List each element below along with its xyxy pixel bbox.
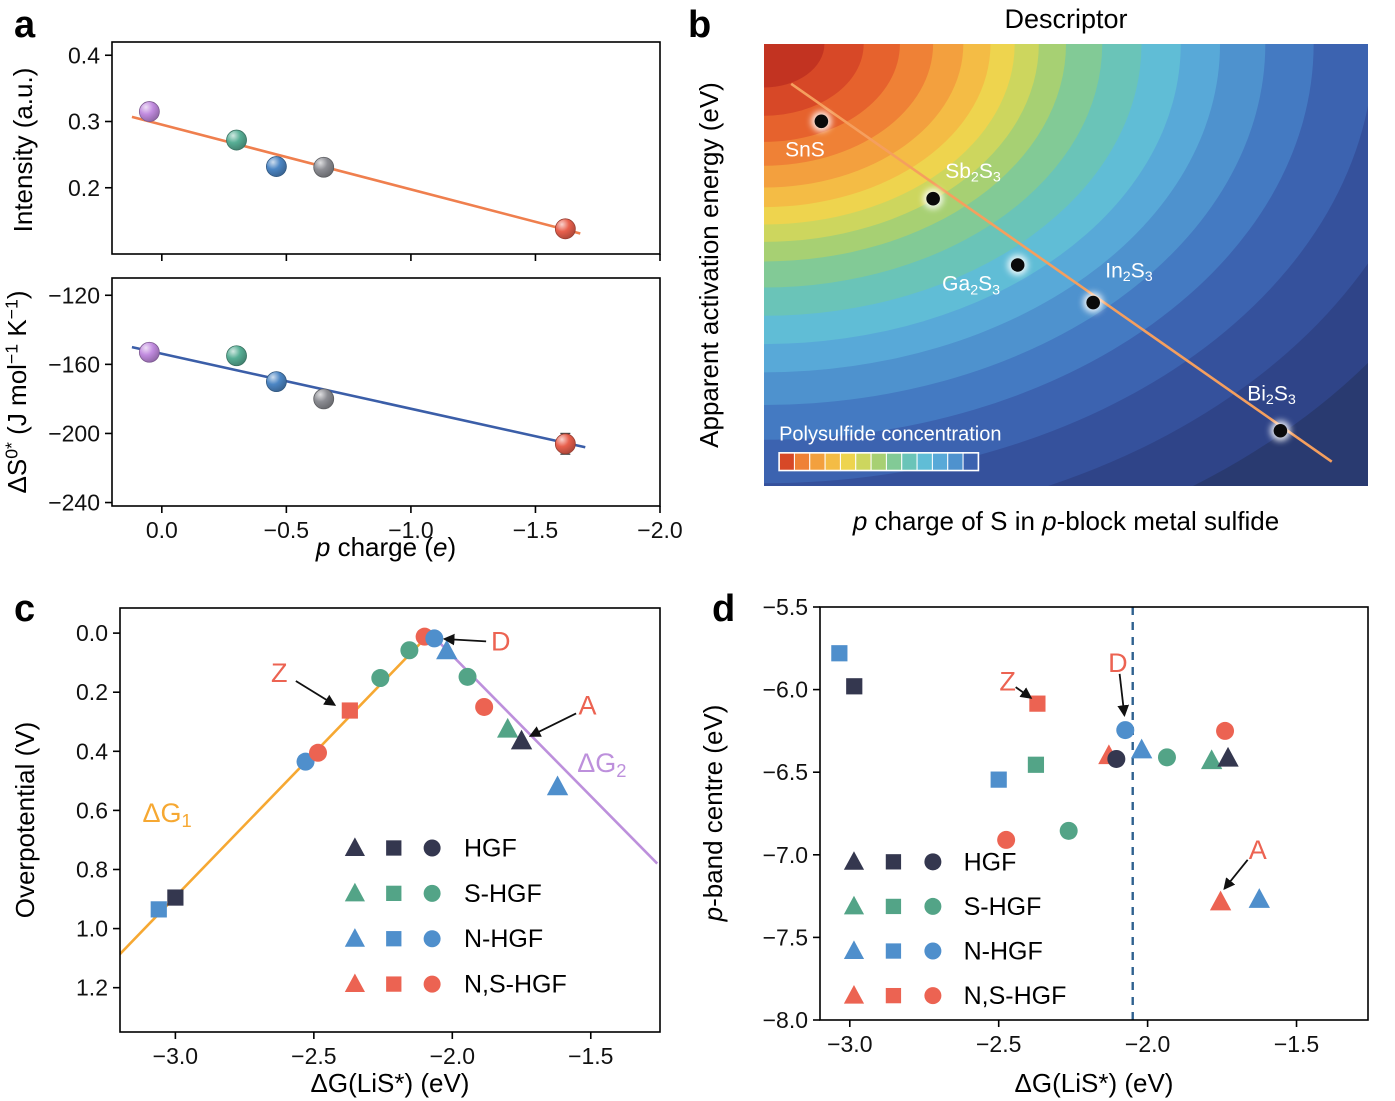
- svg-text:Bi2S3: Bi2S3: [1247, 382, 1296, 408]
- svg-text:−1.0: −1.0: [388, 517, 433, 543]
- svg-text:p charge of S in p-block metal: p charge of S in p-block metal sulfide: [852, 506, 1279, 536]
- d-chart-group: −3.0 −2.5 −2.0 −1.5 −5.5 −6.0 −6.5 −7.0 −7.5 −8.0…: [698, 594, 1369, 1098]
- a_top-plot-lines: [131, 115, 581, 235]
- svg-text:N-HGF: N-HGF: [964, 938, 1043, 966]
- svg-text:D: D: [1108, 648, 1128, 678]
- svg-text:N,S-HGF: N,S-HGF: [464, 971, 567, 999]
- panel-label-c: c: [14, 588, 36, 630]
- svg-text:−2.5: −2.5: [291, 1043, 336, 1069]
- svg-text:−1.5: −1.5: [568, 1043, 613, 1069]
- svg-text:HGF: HGF: [464, 834, 517, 862]
- a_top-axes: 0.4 0.3 0.2: [68, 41, 661, 261]
- svg-text:Sb2S3: Sb2S3: [945, 160, 1001, 186]
- a_bot-axes: 0.0 −0.5 −1.0 −1.5 −2.0 −120 −160 −200 −240: [48, 277, 683, 543]
- a_bot-plot-lines: [131, 345, 586, 449]
- svg-text:ΔS0* (J mol−1 K−1): ΔS0* (J mol−1 K−1): [1, 291, 32, 494]
- svg-text:−1.5: −1.5: [513, 517, 558, 543]
- svg-text:−6.0: −6.0: [763, 677, 808, 703]
- svg-text:1.2: 1.2: [76, 975, 108, 1001]
- svg-text:0.0: 0.0: [76, 620, 108, 646]
- svg-text:0.4: 0.4: [76, 738, 108, 764]
- svg-text:D: D: [491, 626, 511, 656]
- svg-text:−3.0: −3.0: [827, 1031, 872, 1057]
- svg-text:ΔG(LiS*) (eV): ΔG(LiS*) (eV): [1015, 1068, 1174, 1098]
- svg-text:−200: −200: [48, 420, 100, 446]
- svg-text:−7.5: −7.5: [763, 924, 808, 950]
- contour-points: SnS Sb2S3 Ga2S3 In2S3 Bi2S3: [785, 111, 1296, 441]
- c-chart-group: −3.0 −2.5 −2.0 −1.5 0.0 0.2 0.4 0.6 0.8 1.0 1.2 ΔG(…: [10, 607, 661, 1098]
- svg-text:ΔG1: ΔG1: [142, 798, 191, 831]
- svg-text:Z: Z: [271, 658, 288, 688]
- svg-text:p charge (e): p charge (e): [315, 532, 456, 562]
- svg-text:−1.5: −1.5: [1274, 1031, 1319, 1057]
- panel-label-a: a: [14, 4, 36, 46]
- panel-label-b: b: [688, 4, 712, 46]
- svg-text:In2S3: In2S3: [1105, 259, 1152, 285]
- d-data-points: [831, 645, 1270, 911]
- a_bot-chart-group: 0.0 −0.5 −1.0 −1.5 −2.0 −120 −160 −200 −240 p cha…: [1, 277, 683, 562]
- panel-b-descriptor-contour-chart: SnS Sb2S3 Ga2S3 In2S3 Bi2S3 Polysulfide conce…: [694, 4, 1368, 536]
- svg-text:−120: −120: [48, 282, 100, 308]
- svg-text:−2.0: −2.0: [430, 1043, 475, 1069]
- d-axes: −3.0 −2.5 −2.0 −1.5 −5.5 −6.0 −6.5 −7.0 −7.5 −8.0: [763, 594, 1369, 1057]
- svg-text:p-band centre (eV): p-band centre (eV): [698, 705, 728, 923]
- svg-text:N,S-HGF: N,S-HGF: [964, 982, 1067, 1010]
- svg-text:S-HGF: S-HGF: [964, 893, 1042, 921]
- panel-label-d: d: [712, 588, 736, 630]
- svg-text:Polysulfide concentration: Polysulfide concentration: [779, 423, 1001, 445]
- d-annotations: Z D A: [999, 648, 1267, 891]
- a_top-chart-group: 0.4 0.3 0.2 Intensity (a.u.): [8, 41, 661, 261]
- svg-text:N-HGF: N-HGF: [464, 925, 543, 953]
- svg-text:−2.0: −2.0: [1125, 1031, 1170, 1057]
- svg-text:Descriptor: Descriptor: [1004, 4, 1127, 34]
- svg-text:0.4: 0.4: [68, 42, 100, 68]
- svg-text:Apparent activation energy (eV: Apparent activation energy (eV): [694, 82, 724, 448]
- panel-a-intensity-entropy-charts: 0.4 0.3 0.2 Intensity (a.u.) 0.0 −0.5 −1.0 −1.5…: [1, 41, 683, 562]
- svg-text:Ga2S3: Ga2S3: [942, 273, 1000, 299]
- a_bot-data-points: [138, 341, 576, 455]
- svg-text:A: A: [1249, 835, 1267, 865]
- svg-text:0.6: 0.6: [76, 797, 108, 823]
- svg-text:−2.0: −2.0: [637, 517, 682, 543]
- panel-c-volcano-chart: −3.0 −2.5 −2.0 −1.5 0.0 0.2 0.4 0.6 0.8 1.0 1.2 ΔG(…: [10, 607, 661, 1098]
- svg-text:−7.0: −7.0: [763, 842, 808, 868]
- c-annotations: Z D A: [271, 626, 596, 737]
- svg-text:0.0: 0.0: [146, 517, 178, 543]
- svg-text:−0.5: −0.5: [264, 517, 309, 543]
- svg-text:Intensity (a.u.): Intensity (a.u.): [8, 68, 38, 233]
- svg-text:0.8: 0.8: [76, 856, 108, 882]
- a_top-data-points: [138, 101, 576, 240]
- svg-text:−6.5: −6.5: [763, 759, 808, 785]
- svg-text:−240: −240: [48, 490, 100, 516]
- svg-text:ΔG(LiS*) (eV): ΔG(LiS*) (eV): [311, 1068, 470, 1098]
- svg-text:Overpotential (V): Overpotential (V): [10, 722, 40, 919]
- contour-chart-group: SnS Sb2S3 Ga2S3 In2S3 Bi2S3 Polysulfide conce…: [694, 4, 1368, 536]
- svg-text:−5.5: −5.5: [763, 594, 808, 620]
- svg-text:−3.0: −3.0: [153, 1043, 198, 1069]
- c-legend: HGF S-HGF N-HGF N,S-HGF: [344, 834, 567, 999]
- panel-d-pband-chart: −3.0 −2.5 −2.0 −1.5 −5.5 −6.0 −6.5 −7.0 −7.5 −8.0…: [698, 594, 1369, 1098]
- contour-field: [764, 44, 1368, 486]
- svg-text:A: A: [578, 691, 596, 721]
- svg-text:−8.0: −8.0: [763, 1007, 808, 1033]
- svg-text:1.0: 1.0: [76, 916, 108, 942]
- c-axes: −3.0 −2.5 −2.0 −1.5 0.0 0.2 0.4 0.6 0.8 1.0 1.2: [76, 607, 661, 1069]
- svg-text:0.2: 0.2: [76, 679, 108, 705]
- c-data-points: [150, 627, 569, 918]
- svg-text:−2.5: −2.5: [976, 1031, 1021, 1057]
- polysulfide-legend: Polysulfide concentration: [778, 423, 1001, 472]
- svg-text:0.3: 0.3: [68, 109, 100, 135]
- svg-text:ΔG2: ΔG2: [577, 748, 626, 781]
- svg-text:SnS: SnS: [785, 139, 825, 162]
- svg-text:S-HGF: S-HGF: [464, 880, 542, 908]
- svg-text:Z: Z: [999, 666, 1016, 696]
- d-legend: HGF S-HGF N-HGF N,S-HGF: [843, 848, 1067, 1010]
- svg-text:0.2: 0.2: [68, 175, 100, 201]
- svg-text:HGF: HGF: [964, 848, 1017, 876]
- svg-text:−160: −160: [48, 351, 100, 377]
